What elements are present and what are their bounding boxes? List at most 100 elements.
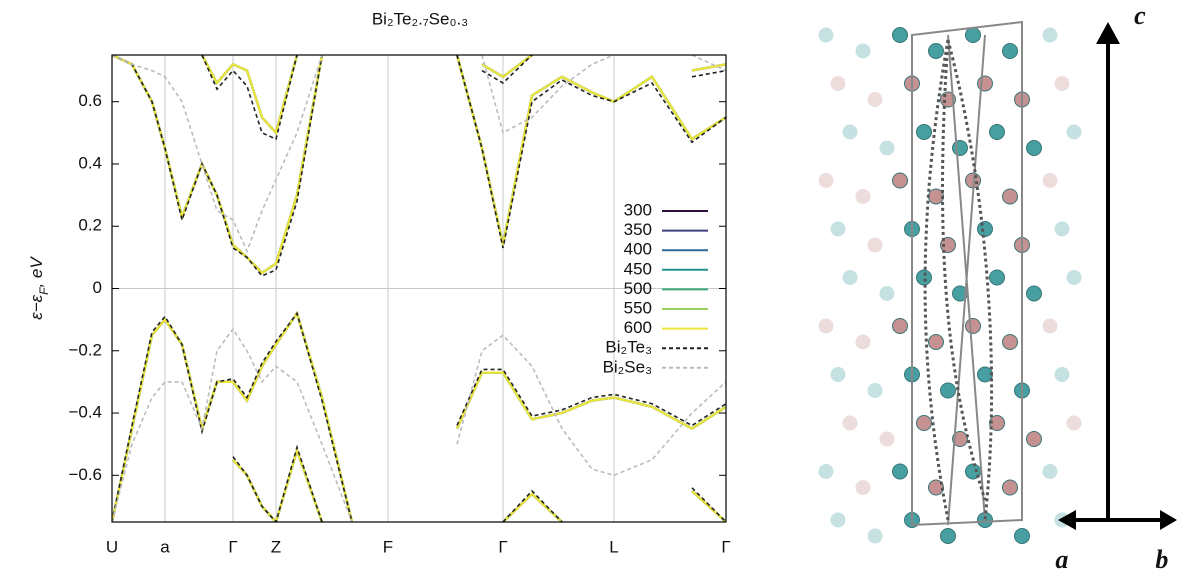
atom [831,513,846,528]
atom [880,286,895,301]
atom [1043,464,1058,479]
band-line [202,55,726,133]
crystal-structure [819,22,1082,544]
atom [819,464,834,479]
atom [1055,76,1070,91]
atom [1003,189,1018,204]
atom [880,432,895,447]
atom [893,28,908,43]
atom [929,335,944,350]
atom [941,529,956,544]
atom [978,76,993,91]
y-axis-label-part: ε−ε [27,294,46,319]
atom [966,319,981,334]
atom [1003,480,1018,495]
atom [856,335,871,350]
figure: Bi₂Te₂.₇Se₀.₃ c⃗ a⃗ b⃗ UaΓZFΓLΓ−0.6−0.4−… [0,0,1177,578]
y-tick-label: 0.4 [78,153,102,172]
x-tick-label: U [106,537,118,556]
y-axis-label: ε−εF, eV [27,256,51,320]
x-tick-label: Γ [721,537,730,556]
x-tick-label: Γ [498,537,507,556]
atom [1043,319,1058,334]
atom [917,125,932,140]
band-line [202,55,726,133]
atom [868,92,883,107]
atom [978,222,993,237]
legend-label: 300 [624,200,652,219]
atom [1055,222,1070,237]
atom [1027,432,1042,447]
x-tick-label: L [609,537,618,556]
band-line [202,55,726,133]
atom [831,76,846,91]
x-tick-label: Γ [228,537,237,556]
atom [893,173,908,188]
atom [1055,367,1070,382]
band-line [233,447,726,522]
legend-label: Bi₂Se₃ [603,357,652,376]
y-tick-label: −0.4 [68,403,102,422]
atom [868,238,883,253]
atom [819,173,834,188]
y-tick-label: −0.6 [68,465,102,484]
atom [843,416,858,431]
y-tick-label: 0.2 [78,216,102,235]
band-line [233,450,726,522]
band-line [233,450,726,522]
band-line [233,450,726,522]
y-axis-label-part: , eV [27,256,46,288]
atom [856,44,871,59]
atom [1003,44,1018,59]
legend-label: Bi₂Te₃ [605,338,652,357]
legend-label: 350 [624,220,652,239]
rhombohedral-cell [925,40,991,520]
band-line [202,55,726,133]
band-line [202,55,726,139]
atom [831,222,846,237]
band-line [233,450,726,522]
legend-label: 400 [624,240,652,259]
atom [843,125,858,140]
atom [880,141,895,156]
atom [1067,270,1082,285]
atom [990,125,1005,140]
x-tick-label: a [160,537,170,556]
legend-label: 550 [624,298,652,317]
axis-label-a: a⃗ [1055,545,1088,574]
axis-label-c: c⃗ [1134,1,1166,30]
atom [819,28,834,43]
x-tick-label: F [383,537,393,556]
atom [1067,416,1082,431]
atom [856,189,871,204]
atom [1027,141,1042,156]
band-line [202,55,726,133]
atom [819,319,834,334]
atom [893,464,908,479]
atom [929,44,944,59]
atom [1027,286,1042,301]
atom [831,367,846,382]
atom [893,319,908,334]
y-tick-label: 0 [93,278,102,297]
atom [917,270,932,285]
atom [941,383,956,398]
band-line [202,55,726,133]
atom [868,383,883,398]
legend-label: 600 [624,318,652,337]
atom [868,529,883,544]
chart-title: Bi₂Te₂.₇Se₀.₃ [372,9,468,28]
atom [1043,173,1058,188]
band-line [233,450,726,522]
atom [856,480,871,495]
atom [953,141,968,156]
axis-label-b: b⃗ [1155,545,1177,574]
y-tick-label: 0.6 [78,91,102,110]
atom [843,270,858,285]
legend-label: 500 [624,279,652,298]
y-tick-label: −0.2 [68,340,102,359]
atom [990,270,1005,285]
legend-label: 450 [624,259,652,278]
atom [1015,529,1030,544]
atom [917,416,932,431]
